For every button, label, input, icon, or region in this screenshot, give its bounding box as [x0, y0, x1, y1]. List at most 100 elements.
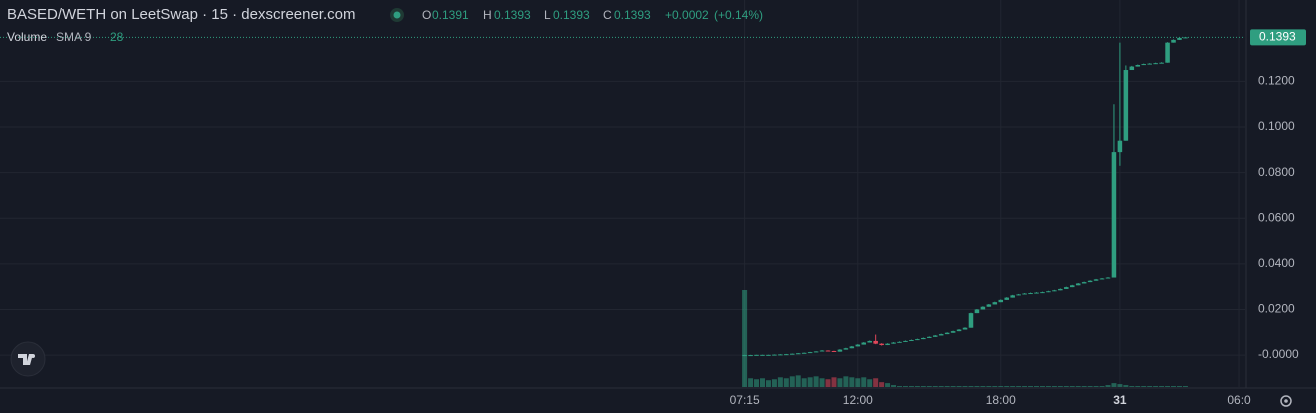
candle-body	[1093, 279, 1099, 281]
volume-bar	[748, 378, 754, 387]
volume-bar	[974, 386, 980, 387]
candle-body	[760, 354, 765, 356]
volume-bar	[771, 379, 777, 387]
volume-bar	[1010, 386, 1016, 387]
volume-bar	[873, 378, 879, 387]
volume-bar	[1123, 385, 1129, 387]
volume-bar	[896, 386, 902, 387]
volume-bar	[1051, 386, 1057, 387]
candle-body	[1165, 42, 1170, 63]
last-price-label: 0.1393	[1259, 30, 1296, 44]
volume-bar	[1069, 386, 1075, 387]
candle-body	[1028, 293, 1033, 295]
volume-bar	[998, 386, 1004, 387]
logo-dot[interactable]	[31, 354, 35, 358]
volume-bar	[1087, 386, 1093, 387]
volume-bar	[986, 386, 992, 387]
settings-button[interactable]	[1280, 395, 1292, 407]
candle-body	[742, 355, 747, 357]
candle-body	[980, 306, 986, 310]
volume-bar	[807, 377, 813, 387]
candle-body	[932, 335, 938, 337]
candle-body	[992, 302, 998, 305]
volume-bar	[849, 377, 855, 387]
volume-bar	[1004, 386, 1010, 387]
volume-bar	[1022, 386, 1028, 387]
volume-bar	[1034, 386, 1040, 387]
volume-bar	[801, 378, 807, 387]
candle-body	[974, 309, 980, 314]
candle-body	[885, 343, 890, 346]
candle-body	[790, 353, 795, 355]
logo-mark[interactable]	[18, 354, 33, 365]
settings-hub[interactable]	[1284, 399, 1288, 403]
candle-body	[1052, 290, 1057, 292]
volume-bar	[1147, 386, 1153, 387]
candle-body	[921, 337, 926, 340]
volume-bar	[956, 386, 962, 387]
candle-body	[831, 350, 837, 352]
y-tick-label: 0.0800	[1258, 165, 1295, 179]
candle-body	[748, 355, 753, 357]
candle-body	[778, 354, 783, 356]
candle-body	[801, 352, 807, 354]
volume-bar	[926, 386, 932, 387]
volume-bar	[1039, 386, 1045, 387]
volume-bar	[861, 377, 867, 387]
candle-body	[879, 343, 884, 346]
volume-bar	[1153, 386, 1159, 387]
candle-body	[1117, 140, 1123, 153]
volume-bar	[885, 383, 891, 387]
volume-bar	[837, 378, 843, 387]
candle-body	[807, 352, 813, 354]
marks	[0, 36, 1245, 387]
volume-bar	[920, 386, 926, 387]
y-tick-label: 0.1000	[1258, 119, 1295, 133]
candle-body	[825, 350, 831, 352]
volume-bar	[879, 382, 885, 387]
candle-body	[944, 332, 950, 335]
candle-body	[1069, 285, 1075, 288]
y-tick-label: 0.0200	[1258, 302, 1295, 316]
candle-body	[1022, 293, 1027, 295]
y-tick-label: -0.0000	[1258, 347, 1299, 361]
settings-gear[interactable]	[1280, 395, 1292, 407]
volume-bar	[932, 386, 938, 387]
volume-bar	[1057, 386, 1063, 387]
open-value: 0.1391	[432, 8, 469, 22]
volume-bar	[891, 385, 897, 387]
low-value: 0.1393	[553, 8, 590, 22]
candle-body	[986, 304, 992, 307]
candle-body	[897, 341, 902, 343]
candle-body	[873, 340, 878, 344]
candle-body	[1064, 287, 1069, 289]
x-tick-label: 12:00	[843, 393, 873, 407]
y-tick-label: 0.0600	[1258, 210, 1295, 224]
volume-bar	[819, 378, 825, 387]
volume-bar	[789, 376, 795, 387]
candle-body	[1081, 282, 1087, 284]
tradingview-logo[interactable]	[10, 341, 46, 377]
candle-body	[927, 336, 932, 338]
chart-title: BASED/WETH on LeetSwap · 15 · dexscreene…	[7, 6, 355, 23]
x-tick-label: 31	[1113, 393, 1127, 407]
volume-bar	[1141, 386, 1147, 387]
candle-body	[1087, 280, 1093, 283]
candle-body	[1147, 63, 1152, 65]
volume-bar	[1099, 386, 1105, 387]
candle-body	[1040, 292, 1045, 294]
close-value: 0.1393	[614, 8, 651, 22]
volume-bar	[843, 376, 849, 387]
candle-body	[915, 339, 920, 341]
candle-body	[843, 348, 849, 350]
change-percent: (+0.14%)	[714, 8, 763, 22]
volume-bar	[1028, 386, 1034, 387]
candle-body	[837, 349, 843, 352]
candle-body	[1099, 278, 1105, 280]
volume-bar	[1171, 386, 1177, 387]
volume-bar	[742, 290, 748, 387]
candle-body	[813, 351, 819, 353]
candle-body	[1129, 66, 1135, 71]
candle-body	[903, 340, 908, 342]
